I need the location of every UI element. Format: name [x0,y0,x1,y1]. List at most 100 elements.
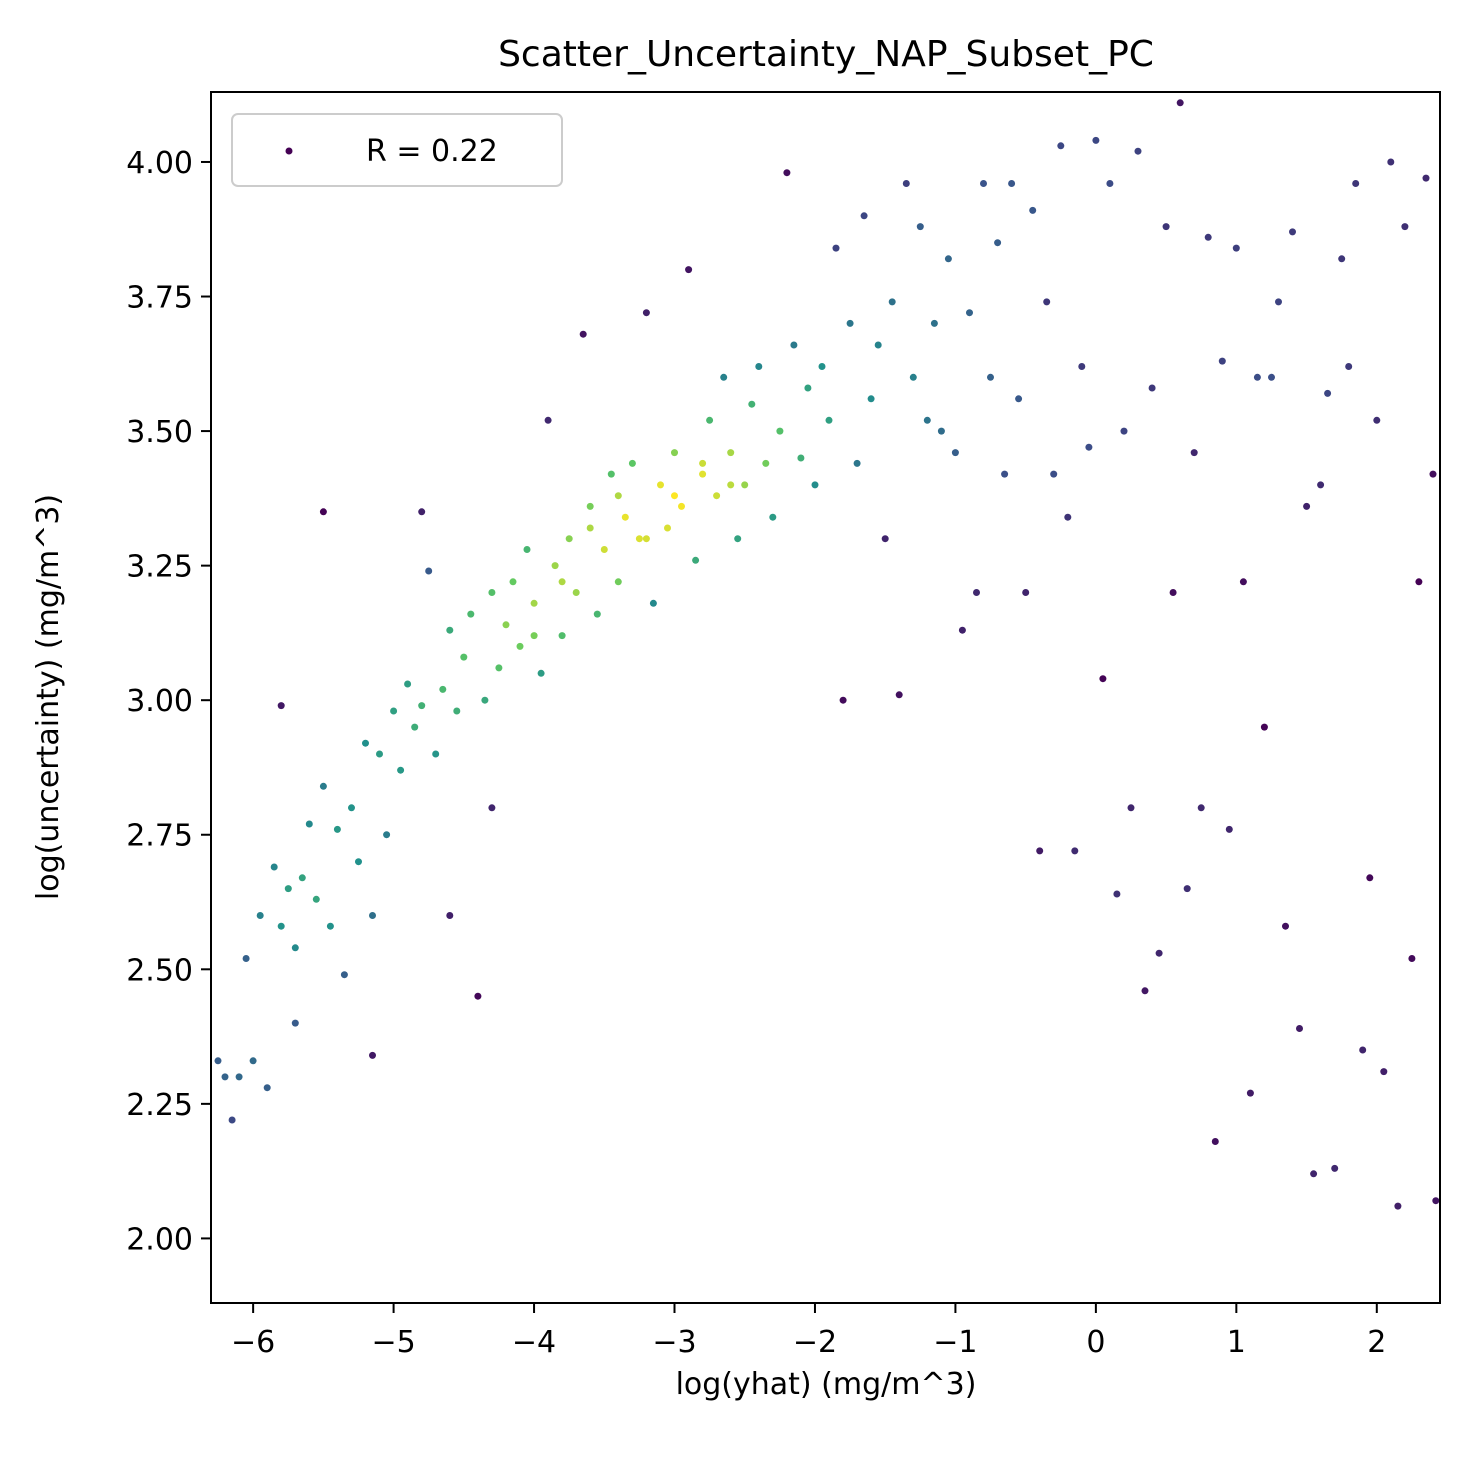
scatter-point [369,1052,376,1059]
scatter-point [804,385,811,392]
scatter-point [439,686,446,693]
scatter-point [1092,137,1099,144]
scatter-point [467,611,474,618]
y-tick-label: 2.25 [126,1088,193,1123]
scatter-point [1029,207,1036,214]
scatter-point [1036,847,1043,854]
scatter-point [1261,724,1268,731]
scatter-point [1338,255,1345,262]
scatter-point [250,1057,257,1064]
scatter-point [348,804,355,811]
scatter-point [917,223,924,230]
scatter-point [1296,1025,1303,1032]
scatter-point [1254,374,1261,381]
scatter-point [833,245,840,252]
scatter-point [1113,891,1120,898]
scatter-point [741,481,748,488]
scatter-point [1212,1138,1219,1145]
scatter-point [882,535,889,542]
scatter-point [615,492,622,499]
scatter-point [980,180,987,187]
scatter-point [903,180,910,187]
scatter-point [762,460,769,467]
scatter-point [1064,514,1071,521]
scatter-point [453,708,460,715]
scatter-point [868,395,875,402]
scatter-point [615,578,622,585]
scatter-point [1401,223,1408,230]
scatter-point [622,514,629,521]
scatter-point [608,471,615,478]
y-tick-label: 2.00 [126,1222,193,1257]
scatter-point [278,923,285,930]
scatter-point [1099,675,1106,682]
scatter-point [1170,589,1177,596]
scatter-point [383,831,390,838]
scatter-point [1001,471,1008,478]
scatter-point [875,342,882,349]
scatter-point [552,562,559,569]
scatter-point [320,783,327,790]
scatter-point [587,525,594,532]
scatter-point [411,724,418,731]
scatter-point [510,578,517,585]
scatter-point [215,1057,222,1064]
scatter-point [1352,180,1359,187]
scatter-point [889,298,896,305]
y-tick-label: 3.50 [126,415,193,450]
scatter-point [390,708,397,715]
scatter-point [299,874,306,881]
scatter-point [1177,99,1184,106]
scatter-point [531,600,538,607]
scatter-point [1135,148,1142,155]
scatter-point [397,767,404,774]
scatter-point [994,239,1001,246]
scatter-point [573,589,580,596]
scatter-point [1423,175,1430,182]
scatter-point [1149,385,1156,392]
scatter-point [1043,298,1050,305]
scatter-point [517,643,524,650]
scatter-point [376,751,383,758]
scatter-point [369,912,376,919]
scatter-point [481,697,488,704]
scatter-point [418,702,425,709]
scatter-point [404,681,411,688]
scatter-point [531,632,538,639]
scatter-point [292,944,299,951]
scatter-point [524,546,531,553]
legend: R = 0.22 [232,114,562,186]
scatter-point [1380,1068,1387,1075]
scatter-point [1247,1090,1254,1097]
scatter-point [1156,950,1163,957]
scatter-point [446,627,453,634]
scatter-point [790,342,797,349]
y-tick-label: 2.50 [126,953,193,988]
scatter-point [243,955,250,962]
scatter-point [488,589,495,596]
scatter-point [488,804,495,811]
scatter-point [271,864,278,871]
y-tick-label: 2.75 [126,819,193,854]
scatter-point [1022,589,1029,596]
scatter-point [650,600,657,607]
scatter-point [1394,1203,1401,1210]
scatter-point [671,449,678,456]
x-tick-label: −4 [512,1325,556,1360]
scatter-point [924,417,931,424]
scatter-point [1219,358,1226,365]
scatter-point [854,460,861,467]
x-tick-label: 0 [1086,1325,1105,1360]
scatter-point [1142,987,1149,994]
scatter-point [432,751,439,758]
scatter-point [503,621,510,628]
legend-label: R = 0.22 [366,134,498,169]
scatter-point [727,449,734,456]
scatter-point [1085,444,1092,451]
scatter-point [931,320,938,327]
scatter-point [692,557,699,564]
scatter-point [987,374,994,381]
scatter-point [1303,503,1310,510]
